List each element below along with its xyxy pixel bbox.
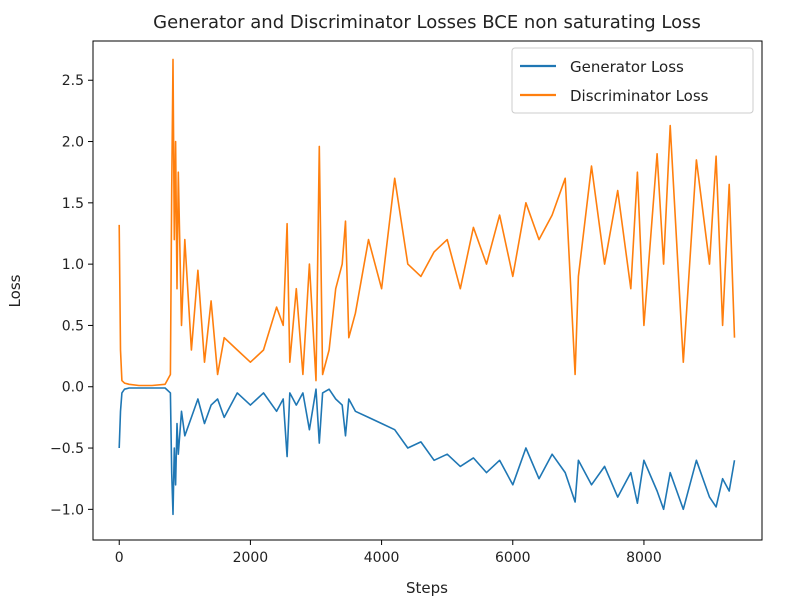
legend-box xyxy=(511,47,754,114)
series-line-discriminator xyxy=(118,58,736,387)
x-tick-label: 4000 xyxy=(364,550,400,566)
y-tick-label: 1.5 xyxy=(62,196,84,212)
y-tick-label: −1.0 xyxy=(50,502,84,518)
series-layer xyxy=(118,58,736,516)
series-line-generator xyxy=(118,387,736,516)
legend-label-generator: Generator Loss xyxy=(570,58,684,76)
x-axis: 0 2000 4000 6000 8000 xyxy=(115,540,662,566)
x-tick-label: 8000 xyxy=(626,550,662,566)
plot-area xyxy=(118,58,736,516)
y-tick-label: 1.0 xyxy=(62,257,84,273)
y-tick-label: 2.5 xyxy=(62,73,84,89)
x-axis-label: Steps xyxy=(406,579,448,597)
x-tick-label: 6000 xyxy=(495,550,531,566)
plot-frame xyxy=(92,40,763,541)
y-axis-label: Loss xyxy=(6,274,24,307)
x-tick-label: 2000 xyxy=(233,550,269,566)
legend-label-discriminator: Discriminator Loss xyxy=(570,87,709,105)
y-axis: −1.0 −0.5 0.0 0.5 1.0 1.5 2.0 2.5 xyxy=(50,73,93,518)
chart-title: Generator and Discriminator Losses BCE n… xyxy=(153,12,701,33)
y-tick-label: −0.5 xyxy=(50,441,84,457)
x-tick-label: 0 xyxy=(115,550,124,566)
y-tick-label: 2.0 xyxy=(62,135,84,151)
legend: Generator Loss Discriminator Loss xyxy=(511,47,754,114)
y-tick-label: 0.0 xyxy=(62,380,84,396)
y-tick-label: 0.5 xyxy=(62,318,84,334)
